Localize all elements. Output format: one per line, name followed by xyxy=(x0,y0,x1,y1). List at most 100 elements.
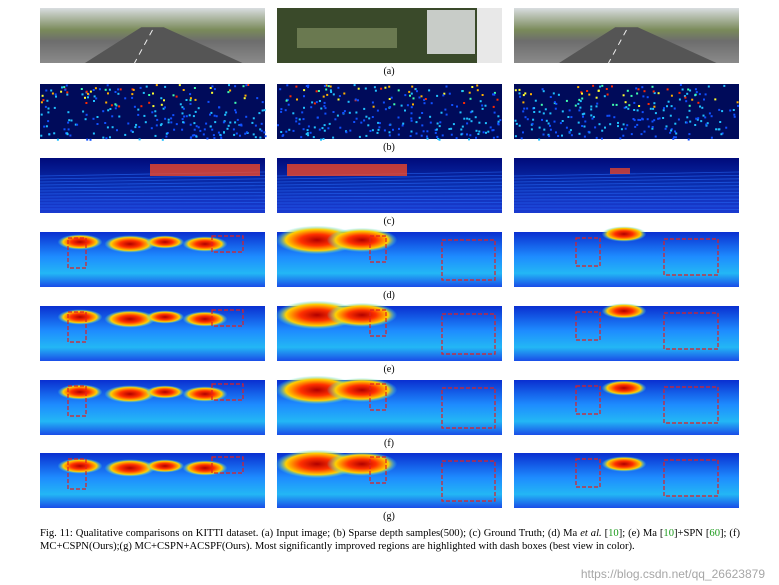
depth-sample xyxy=(213,88,216,91)
depth-sample xyxy=(533,111,536,113)
caption: Fig. 11: Qualitative comparisons on KITT… xyxy=(40,527,740,553)
image-panel xyxy=(514,84,739,141)
depth-sample xyxy=(181,128,184,131)
depth-sample xyxy=(578,132,581,135)
depth-sample xyxy=(110,104,113,107)
depth-sample xyxy=(211,91,214,94)
depth-sample xyxy=(699,105,701,108)
depth-sample xyxy=(215,115,218,118)
depth-sample xyxy=(579,106,582,109)
depth-sample xyxy=(694,93,697,96)
depth-sample xyxy=(414,88,417,91)
depth-sample xyxy=(497,123,500,126)
depth-sample xyxy=(708,112,711,115)
depth-sample xyxy=(374,89,377,92)
dash-box xyxy=(211,235,244,253)
depth-sample xyxy=(565,99,568,102)
depth-sample xyxy=(53,132,56,135)
image-panel xyxy=(514,453,739,508)
depth-hot xyxy=(601,380,647,396)
depth-sample xyxy=(518,124,521,127)
dash-box xyxy=(67,385,87,417)
depth-sample xyxy=(547,133,550,136)
depth-sample xyxy=(474,116,477,119)
depth-sample xyxy=(189,97,192,100)
depth-sample xyxy=(310,106,313,109)
depth-sample xyxy=(438,125,441,128)
depth-sample xyxy=(94,87,97,90)
depth-sample xyxy=(578,109,581,112)
depth-sample xyxy=(681,88,684,91)
citation: 60 xyxy=(709,528,720,539)
depth-hot xyxy=(104,385,156,403)
depth-sample xyxy=(461,90,464,93)
depth-sample xyxy=(220,136,223,139)
depth-sample xyxy=(639,119,642,121)
depth-sample xyxy=(54,93,57,96)
depth-sample xyxy=(357,99,359,102)
depth-sample xyxy=(549,124,551,127)
depth-sample xyxy=(105,137,108,140)
depth-sample xyxy=(561,110,564,113)
depth-sample xyxy=(114,103,117,106)
depth-sample xyxy=(688,104,691,107)
depth-sample xyxy=(409,135,412,137)
depth-sample xyxy=(182,107,185,110)
depth-sample xyxy=(40,101,43,104)
depth-sample xyxy=(85,113,88,116)
depth-sample xyxy=(280,110,283,113)
depth-sample xyxy=(630,133,633,136)
depth-hot xyxy=(326,451,398,477)
depth-sample xyxy=(329,85,332,88)
depth-sample xyxy=(104,122,107,124)
depth-sample xyxy=(670,128,673,131)
depth-sample xyxy=(662,117,665,119)
depth-sample xyxy=(217,131,220,134)
depth-sample xyxy=(673,136,676,139)
depth-sample xyxy=(518,92,521,95)
depth-sample xyxy=(606,114,609,117)
depth-sample xyxy=(548,135,551,138)
row-label: (b) xyxy=(383,142,395,153)
depth-sample xyxy=(492,93,494,96)
depth-sample xyxy=(493,91,496,94)
depth-sample xyxy=(637,118,640,121)
dash-box xyxy=(441,387,496,429)
depth-sample xyxy=(277,124,279,127)
depth-sample xyxy=(590,114,593,117)
depth-sample xyxy=(429,115,432,118)
depth-sample xyxy=(549,128,552,131)
depth-sample xyxy=(287,103,290,106)
depth-sample xyxy=(597,89,600,92)
depth-sample xyxy=(702,114,705,117)
depth-sample xyxy=(245,115,248,118)
depth-sample xyxy=(347,100,350,103)
depth-sample xyxy=(244,94,247,97)
depth-sample xyxy=(76,123,79,126)
depth-sample xyxy=(470,120,473,123)
depth-sample xyxy=(420,95,423,98)
depth-sample xyxy=(436,135,439,138)
depth-sample xyxy=(172,94,175,97)
depth-sample xyxy=(84,96,86,99)
depth-sample xyxy=(229,121,232,124)
depth-sample xyxy=(307,86,309,89)
depth-sample xyxy=(627,107,630,110)
depth-sample xyxy=(424,98,427,100)
depth-sample xyxy=(118,105,121,108)
depth-sample xyxy=(493,111,496,114)
depth-sample xyxy=(679,84,682,86)
image-panel xyxy=(514,303,739,361)
depth-sample xyxy=(334,118,337,121)
depth-sample xyxy=(595,105,598,108)
depth-sample xyxy=(392,128,394,131)
depth-sample xyxy=(520,137,523,140)
depth-sample xyxy=(624,101,627,104)
depth-sample xyxy=(67,121,70,124)
depth-sample xyxy=(596,102,599,105)
depth-sample xyxy=(106,126,109,129)
depth-sample xyxy=(251,121,254,124)
depth-sample xyxy=(93,95,96,98)
depth-sample xyxy=(595,136,598,139)
depth-sample xyxy=(651,127,654,130)
